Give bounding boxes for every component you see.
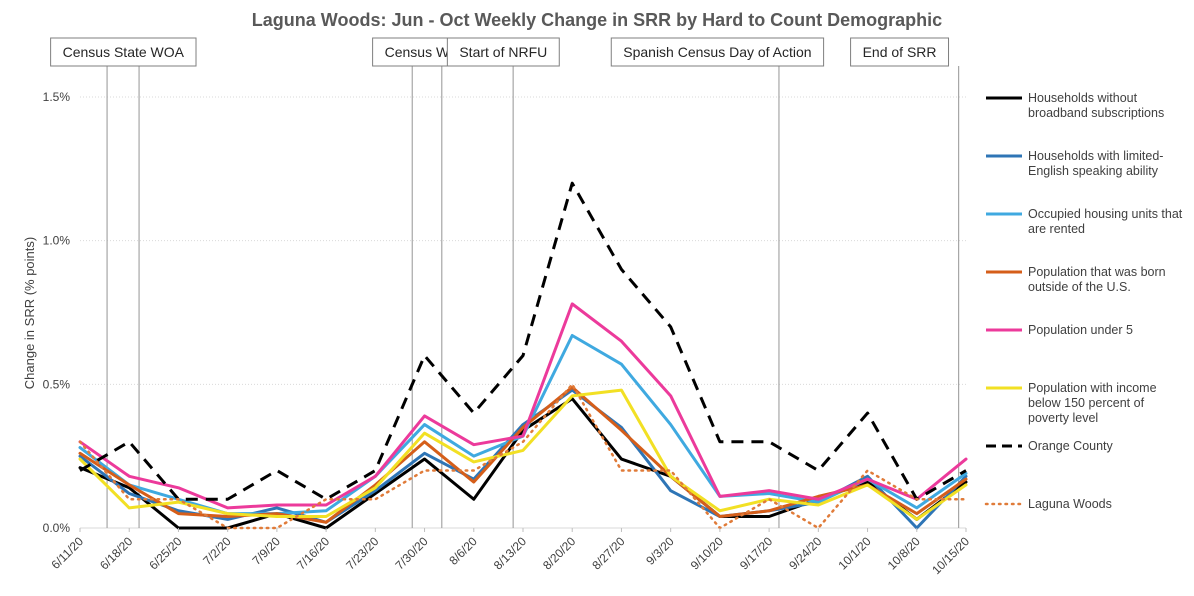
legend-entry-line: broadband subscriptions xyxy=(1028,106,1164,120)
x-tick-label: 7/2/20 xyxy=(200,534,234,568)
y-tick-label: 0.0% xyxy=(43,521,71,535)
x-tick-label: 10/1/20 xyxy=(835,534,873,572)
x-tick-label: 6/18/20 xyxy=(97,534,135,572)
x-tick-label: 8/13/20 xyxy=(491,534,529,572)
x-tick-label: 10/8/20 xyxy=(885,534,923,572)
legend-entry-line: are rented xyxy=(1028,222,1085,236)
event-box xyxy=(850,37,950,67)
legend-entry-line: poverty level xyxy=(1028,411,1098,425)
x-tick-label: 10/15/20 xyxy=(929,534,972,577)
event-label: End of SRR xyxy=(863,44,937,60)
chart-title: Laguna Woods: Jun - Oct Weekly Change in… xyxy=(252,10,942,30)
x-tick-label: 7/9/20 xyxy=(250,534,284,568)
gridlines xyxy=(80,96,966,529)
legend-entry: Population with income below 150 percent … xyxy=(1028,381,1157,425)
legend: Households without broadband subscription… xyxy=(984,91,1183,511)
x-tick-label: 9/3/20 xyxy=(643,534,677,568)
x-tick-label: 7/30/20 xyxy=(392,534,430,572)
series-line xyxy=(78,383,968,530)
legend-entry-line: English speaking ability xyxy=(1028,164,1159,178)
event-box xyxy=(50,37,197,67)
legend-entry: Population under 5 xyxy=(1028,323,1133,337)
x-axis: 6/11/20 6/18/20 6/25/20 7/2/20 7/9/20 7/16/20… xyxy=(49,528,972,577)
legend-entry-line: Households without xyxy=(1028,91,1138,105)
x-tick-label: 8/20/20 xyxy=(540,534,578,572)
y-tick-label: 0.5% xyxy=(43,377,71,391)
event-label: Spanish Census Day of Action xyxy=(623,44,811,60)
x-tick-label: 9/24/20 xyxy=(786,534,824,572)
x-tick-label: 8/27/20 xyxy=(589,534,627,572)
series-line xyxy=(78,388,968,530)
event-box xyxy=(446,37,560,67)
series-line xyxy=(79,181,967,501)
series-line xyxy=(78,388,968,521)
x-tick-label: 9/17/20 xyxy=(737,534,775,572)
x-tick-label: 8/6/20 xyxy=(446,534,480,568)
event-label: Census State WOA xyxy=(63,44,185,60)
legend-entry: Occupied housing units that are rented xyxy=(1028,207,1183,236)
y-tick-label: 1.5% xyxy=(43,90,71,104)
series-line xyxy=(78,385,968,524)
legend-entry: Households with limited-English speaking… xyxy=(1028,149,1163,178)
y-axis: 0.0% 0.5% 1.0% 1.5% xyxy=(43,90,71,535)
legend-entry-line: Laguna Woods xyxy=(1028,497,1112,511)
y-tick-label: 1.0% xyxy=(43,234,71,248)
legend-entry-line: below 150 percent of xyxy=(1028,396,1145,410)
legend-entry-line: Population with income xyxy=(1028,381,1157,395)
series-lines xyxy=(78,181,968,530)
legend-entry-line: Occupied housing units that xyxy=(1028,207,1183,221)
legend-entry-line: Orange County xyxy=(1028,439,1114,453)
x-tick-label: 6/11/20 xyxy=(49,534,87,572)
x-tick-label: 7/16/20 xyxy=(294,534,332,572)
series-line xyxy=(78,302,968,510)
legend-entry: Orange County xyxy=(1028,439,1114,453)
legend-entry: Population that was born outside of the U… xyxy=(1028,265,1166,294)
x-tick-label: 6/25/20 xyxy=(146,534,184,572)
legend-entry-line: Population that was born xyxy=(1028,265,1166,279)
y-axis-title: Change in SRR (% points) xyxy=(22,237,37,389)
legend-entry-line: outside of the U.S. xyxy=(1028,280,1131,294)
legend-entry: Laguna Woods xyxy=(1028,497,1112,511)
event-label: Start of NRFU xyxy=(459,44,547,60)
x-tick-label: 9/10/20 xyxy=(688,534,726,572)
x-tick-label: 7/23/20 xyxy=(343,534,381,572)
legend-entry-line: Households with limited- xyxy=(1028,149,1163,163)
event-box xyxy=(610,37,825,67)
legend-entry: Households without broadband subscription… xyxy=(1028,91,1164,120)
legend-entry-line: Population under 5 xyxy=(1028,323,1133,337)
